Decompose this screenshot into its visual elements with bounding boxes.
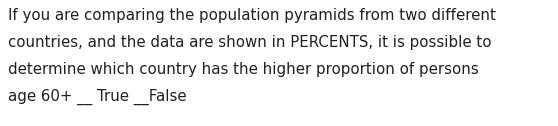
Text: determine which country has the higher proportion of persons: determine which country has the higher p…: [8, 62, 479, 77]
Text: If you are comparing the population pyramids from two different: If you are comparing the population pyra…: [8, 8, 496, 23]
Text: age 60+ __ True __False: age 60+ __ True __False: [8, 89, 186, 105]
Text: countries, and the data are shown in PERCENTS, it is possible to: countries, and the data are shown in PER…: [8, 35, 492, 50]
